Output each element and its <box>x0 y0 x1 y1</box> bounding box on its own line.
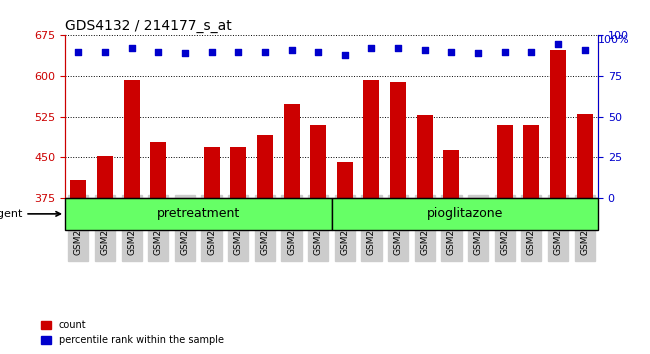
Point <box>553 41 564 46</box>
Point <box>259 49 270 55</box>
Point <box>100 49 110 55</box>
Bar <box>417 115 433 354</box>
Bar <box>70 180 86 354</box>
Text: pioglitazone: pioglitazone <box>426 207 503 221</box>
Bar <box>550 50 566 354</box>
Bar <box>337 162 353 354</box>
Bar <box>523 125 540 354</box>
Point <box>313 49 324 55</box>
Bar <box>283 104 300 354</box>
Point <box>153 49 164 55</box>
Bar <box>177 198 193 354</box>
Text: agent: agent <box>0 209 60 219</box>
Bar <box>203 147 220 354</box>
Bar <box>97 156 113 354</box>
Point <box>446 49 456 55</box>
Point <box>233 49 244 55</box>
FancyBboxPatch shape <box>332 198 598 230</box>
Point <box>73 49 83 55</box>
Bar <box>230 147 246 354</box>
Bar <box>310 125 326 354</box>
Bar <box>497 125 513 354</box>
Bar <box>150 142 166 354</box>
Point <box>420 47 430 53</box>
Text: pretreatment: pretreatment <box>157 207 240 221</box>
Point <box>393 46 403 51</box>
Point <box>473 50 484 56</box>
Bar <box>124 80 140 354</box>
Point <box>580 47 590 53</box>
Text: 100%: 100% <box>598 35 630 45</box>
Point <box>367 46 377 51</box>
Bar <box>257 136 273 354</box>
Point <box>526 49 537 55</box>
Point <box>206 49 216 55</box>
Bar <box>363 80 380 354</box>
Point <box>179 50 190 56</box>
Bar <box>390 82 406 354</box>
Bar <box>577 114 593 354</box>
Bar <box>470 198 486 354</box>
Point <box>339 52 350 58</box>
Point <box>126 46 137 51</box>
FancyBboxPatch shape <box>65 198 332 230</box>
Text: GDS4132 / 214177_s_at: GDS4132 / 214177_s_at <box>65 19 232 33</box>
Point <box>500 49 510 55</box>
Bar <box>443 150 460 354</box>
Point <box>287 47 297 53</box>
Legend: count, percentile rank within the sample: count, percentile rank within the sample <box>37 316 228 349</box>
